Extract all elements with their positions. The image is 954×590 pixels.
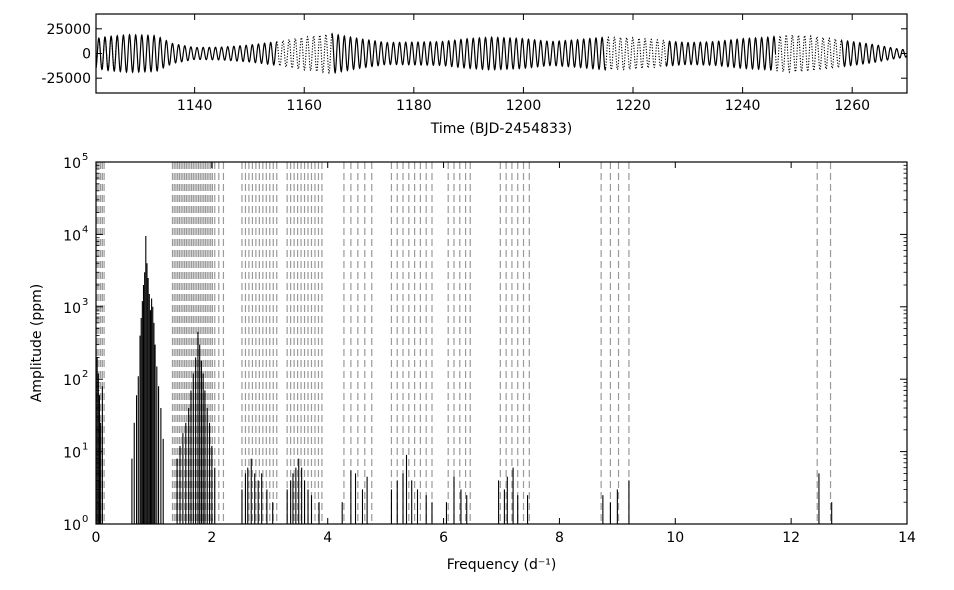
spectrum-y-tick-exponent: 0 [82, 514, 88, 525]
light-curve-solid-segment [840, 39, 908, 68]
light-curve-panel: 1140 1160 1180 1200 1220 1240 1260 25000 0 -2500… [41, 13, 908, 137]
spectrum-y-tick-label: 10 [63, 373, 81, 389]
light-curve-dotted-segment [95, 34, 119, 73]
light-curve-solid-segment [95, 33, 278, 74]
spectrum-x-tick-label: 4 [323, 530, 332, 546]
spectrum-y-tick-exponent: 5 [82, 152, 88, 163]
spectrum-x-tick-label: 14 [898, 530, 916, 546]
spectrum-y-tick-exponent: 1 [82, 442, 88, 453]
light-curve-x-tick-label: 1240 [725, 98, 761, 114]
spectrum-x-tick-label: 10 [666, 530, 684, 546]
light-curve-solid-segment [331, 32, 607, 75]
light-curve-series-group [95, 32, 908, 75]
spectrum-x-tick-label: 6 [439, 530, 448, 546]
light-curve-y-tick-label: 25000 [46, 22, 91, 38]
spectrum-y-tick-label: 10 [63, 156, 81, 172]
light-curve-frame [95, 13, 908, 94]
light-curve-y-tick-label: 0 [82, 47, 91, 63]
light-curve-dotted-segment [605, 36, 667, 71]
spectrum-y-tick-exponent: 4 [82, 224, 88, 235]
light-curve-x-tick-label: 1220 [615, 98, 651, 114]
spectrum-y-tick-exponent: 2 [82, 369, 88, 380]
spectrum-x-tick-label: 0 [92, 530, 101, 546]
spectrum-x-tick-label: 12 [782, 530, 800, 546]
spectrum-y-tick-label: 10 [63, 301, 81, 317]
spectrum-y-tick-exponent: 3 [82, 297, 88, 308]
spectrum-x-tick-label: 8 [555, 530, 564, 546]
light-curve-x-axis-label: Time (BJD-2454833) [430, 121, 573, 137]
spectrum-frame [95, 161, 908, 525]
spectrum-x-tick-label: 2 [207, 530, 216, 546]
spectrum-y-tick-label: 10 [63, 446, 81, 462]
spectrum-x-ticks: 0 2 4 6 8 10 12 14 [92, 162, 916, 546]
light-curve-x-tick-label: 1200 [506, 98, 542, 114]
light-curve-x-ticks: 1140 1160 1180 1200 1220 1240 1260 [177, 14, 870, 114]
amplitude-peak-group [96, 236, 833, 524]
light-curve-dotted-segment [774, 33, 842, 74]
light-curve-y-tick-label: -25000 [41, 71, 91, 87]
light-curve-dotted-segment [276, 33, 333, 75]
light-curve-x-tick-label: 1140 [177, 98, 213, 114]
light-curve-x-tick-label: 1180 [396, 98, 432, 114]
spectrum-y-axis-label: Amplitude (ppm) [29, 284, 45, 403]
light-curve-y-ticks: 25000 0 -25000 [41, 22, 907, 87]
light-curve-x-tick-label: 1160 [286, 98, 322, 114]
light-curve-x-tick-label: 1260 [834, 98, 870, 114]
spectrum-y-tick-label: 10 [63, 228, 81, 244]
spectrum-x-axis-label: Frequency (d⁻¹) [447, 557, 557, 573]
spectrum-y-tick-label: 10 [63, 518, 81, 534]
light-curve-solid-segment [665, 35, 777, 72]
